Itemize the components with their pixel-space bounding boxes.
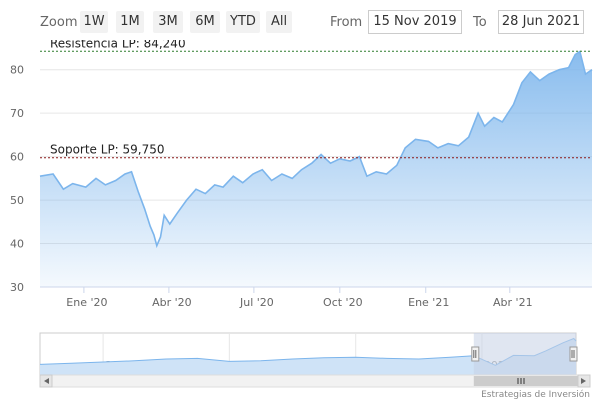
y-axis: 30 40 50 60 70 80	[10, 64, 24, 294]
zoom-all-button[interactable]: All	[266, 11, 292, 33]
price-area	[40, 51, 592, 287]
x-tick-label: Ene '21	[408, 296, 449, 309]
navigator-area	[40, 338, 576, 375]
x-tick-label: Ene '20	[66, 296, 107, 309]
navigator[interactable]: 2014201620182020	[0, 325, 604, 389]
zoom-3m-button[interactable]: 3M	[153, 11, 183, 33]
range-selector: Zoom 1W 1M 3M 6M YTD All From 15 Nov 201…	[0, 0, 604, 40]
zoom-ytd-button[interactable]: YTD	[226, 11, 260, 33]
scroll-left-arrow-icon	[44, 378, 49, 384]
support-line-label: Soporte LP: 59,750	[50, 143, 165, 157]
to-date-input[interactable]: 28 Jun 2021	[498, 10, 584, 34]
zoom-1m-button[interactable]: 1M	[116, 11, 144, 33]
y-tick-label: 60	[10, 151, 24, 164]
from-date-input[interactable]: 15 Nov 2019	[368, 10, 462, 34]
x-tick-label: Abr '20	[152, 296, 192, 309]
plot-lines: Resistencia LP: 84,240 Soporte LP: 59,750	[40, 40, 592, 159]
x-tick-label: Oct '20	[323, 296, 363, 309]
navigator-selection[interactable]	[473, 333, 576, 375]
zoom-1w-button[interactable]: 1W	[80, 11, 108, 33]
to-label: To	[473, 15, 487, 30]
y-tick-label: 70	[10, 107, 24, 120]
scroll-right-arrow-icon	[581, 378, 586, 384]
zoom-label: Zoom	[40, 15, 78, 30]
resistance-line-label: Resistencia LP: 84,240	[50, 40, 186, 50]
scrollbar-thumb[interactable]	[473, 376, 578, 386]
zoom-6m-button[interactable]: 6M	[190, 11, 220, 33]
x-axis: Ene '20 Abr '20 Jul '20 Oct '20 Ene '21 Abr '…	[66, 287, 533, 309]
credit-text: Estrategias de Inversión	[481, 390, 590, 400]
scrollbar-grip-icon	[517, 378, 525, 384]
y-tick-label: 40	[10, 238, 24, 251]
y-tick-label: 50	[10, 194, 24, 207]
from-label: From	[330, 15, 363, 30]
y-tick-label: 30	[10, 281, 24, 294]
price-line	[39, 50, 593, 249]
x-tick-label: Abr '21	[493, 296, 533, 309]
navigator-handles[interactable]	[471, 346, 578, 362]
price-chart: 30 40 50 60 70 80 Resistencia LP: 84,240 Sopor…	[10, 40, 593, 309]
x-tick-label: Jul '20	[239, 296, 274, 309]
y-tick-label: 80	[10, 64, 24, 77]
